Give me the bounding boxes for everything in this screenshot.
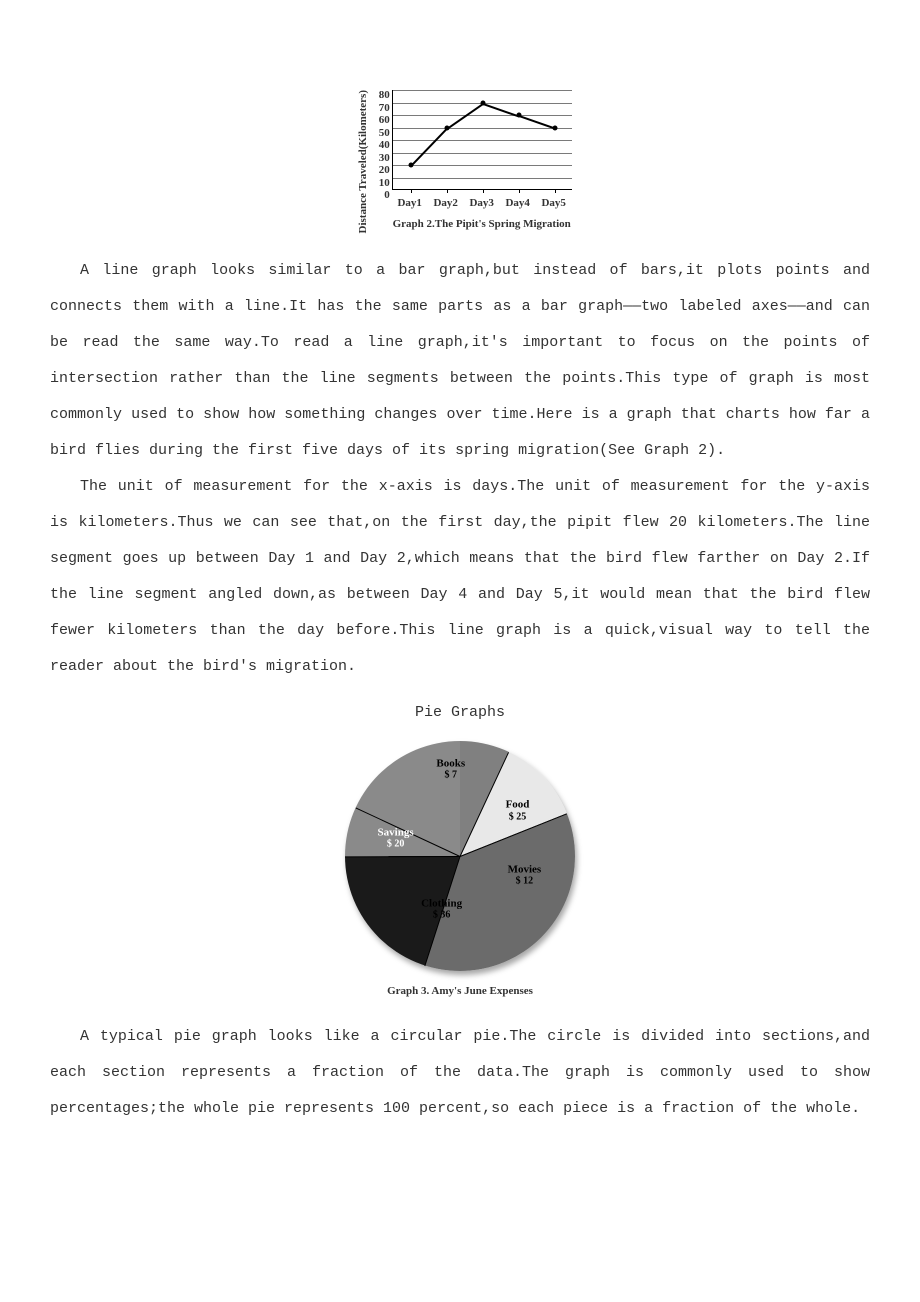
pie-slice-label: Savings$ 20 <box>378 827 414 850</box>
line-chart-xtick-mark <box>519 189 520 193</box>
line-chart-gridline <box>393 140 572 141</box>
line-chart-gridline <box>393 153 572 154</box>
pie-slice-label: Books$ 7 <box>436 758 465 781</box>
line-chart-xtick: Day3 <box>464 190 500 216</box>
paragraph-pie-intro: A typical pie graph looks like a circula… <box>50 1019 870 1127</box>
line-chart-yticks: 80706050403020100 <box>379 90 392 190</box>
line-chart-xtick: Day2 <box>428 190 464 216</box>
pie-slice-amount: $ 36 <box>421 910 462 921</box>
line-chart-gridline <box>393 128 572 129</box>
line-chart-xtick: Day4 <box>500 190 536 216</box>
pie-slice-name: Movies <box>508 863 542 875</box>
line-chart-ylabel: Distance Traveled(Kilometers) <box>348 90 378 233</box>
line-chart: Distance Traveled(Kilometers) 8070605040… <box>348 90 571 233</box>
line-chart-point <box>444 125 449 130</box>
line-chart-point <box>552 125 557 130</box>
line-chart-gridline <box>393 115 572 116</box>
line-chart-segment <box>410 128 447 167</box>
line-chart-xticks: Day1Day2Day3Day4Day5 <box>392 190 572 216</box>
line-chart-caption: Graph 2.The Pipit's Spring Migration <box>392 218 572 231</box>
pie-slice-divider <box>345 856 460 857</box>
pie-chart-container: Food$ 25Movies$ 12Clothing$ 36Savings$ 2… <box>50 741 870 998</box>
pie-slice-name: Savings <box>378 827 414 839</box>
pie-chart-circle: Food$ 25Movies$ 12Clothing$ 36Savings$ 2… <box>345 741 575 971</box>
pie-section-heading: Pie Graphs <box>50 695 870 731</box>
line-chart-gridline <box>393 165 572 166</box>
line-chart-point <box>516 113 521 118</box>
pie-chart-caption: Graph 3. Amy's June Expenses <box>345 985 575 998</box>
pie-slice-amount: $ 12 <box>508 875 542 886</box>
pie-slice-label: Clothing$ 36 <box>421 898 462 921</box>
line-chart-xtick: Day5 <box>536 190 572 216</box>
line-chart-point <box>480 100 485 105</box>
pie-slice-name: Books <box>436 758 465 770</box>
line-chart-xtick-mark <box>555 189 556 193</box>
line-chart-point <box>408 163 413 168</box>
line-chart-xtick-mark <box>447 189 448 193</box>
pie-slice-name: Clothing <box>421 898 462 910</box>
pie-slice-label: Food$ 25 <box>506 799 530 822</box>
pie-slice-amount: $ 20 <box>378 839 414 850</box>
pie-chart: Food$ 25Movies$ 12Clothing$ 36Savings$ 2… <box>345 741 575 998</box>
line-chart-plot-area <box>392 90 572 190</box>
paragraph-line-intro: A line graph looks similar to a bar grap… <box>50 253 870 469</box>
pie-slice-amount: $ 7 <box>436 770 465 781</box>
paragraph-line-explain: The unit of measurement for the x-axis i… <box>50 469 870 685</box>
line-chart-gridline <box>393 178 572 179</box>
line-chart-xtick-mark <box>411 189 412 193</box>
line-chart-xtick-mark <box>483 189 484 193</box>
pie-slice-divider <box>460 753 510 858</box>
pie-slice-amount: $ 25 <box>506 811 530 822</box>
line-chart-xtick: Day1 <box>392 190 428 216</box>
line-chart-container: Distance Traveled(Kilometers) 8070605040… <box>50 90 870 233</box>
pie-slice-label: Movies$ 12 <box>508 863 542 886</box>
pie-slice-name: Food <box>506 799 530 811</box>
line-chart-gridline <box>393 90 572 91</box>
line-chart-plot-column: Day1Day2Day3Day4Day5 Graph 2.The Pipit's… <box>392 90 572 233</box>
